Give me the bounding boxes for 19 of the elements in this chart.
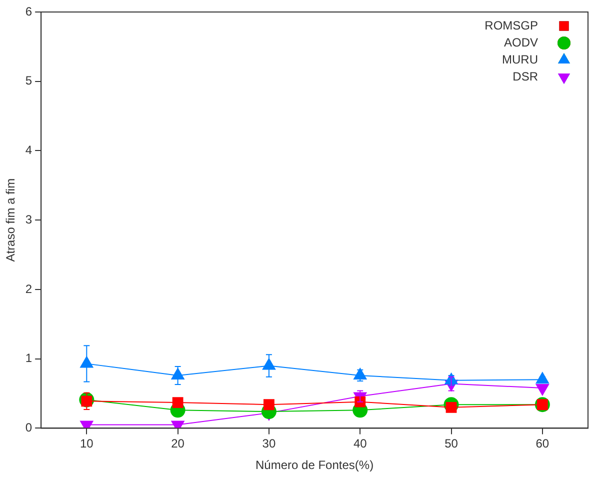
y-tick-label: 5	[25, 74, 32, 88]
legend-label: MURU	[502, 52, 538, 66]
legend-label: AODV	[504, 35, 538, 50]
legend-label: ROMSGP	[484, 18, 538, 32]
y-axis-title: Atraso fim a fim	[4, 178, 18, 262]
y-tick-label: 6	[25, 4, 32, 18]
legend-label: DSR	[512, 69, 538, 84]
x-tick-label: 30	[262, 436, 276, 451]
x-tick-label: 20	[171, 436, 185, 451]
x-tick-label: 50	[444, 436, 458, 451]
y-tick-label: 3	[25, 212, 32, 226]
y-tick-label: 4	[25, 143, 32, 158]
x-axis-title: Número de Fontes(%)	[256, 458, 374, 472]
x-tick-label: 40	[353, 436, 368, 451]
y-tick-label: 1	[25, 351, 32, 366]
x-tick-label: 60	[536, 436, 550, 451]
y-tick-label: 2	[25, 282, 32, 296]
y-tick-label: 0	[25, 420, 32, 435]
x-tick-label: 10	[80, 436, 94, 451]
